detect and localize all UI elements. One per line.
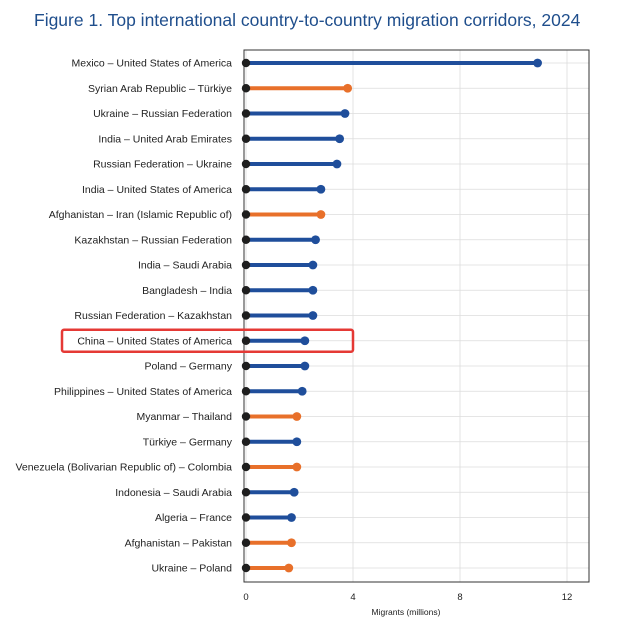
corridor-start-dot xyxy=(241,84,251,93)
x-tick-label: 8 xyxy=(457,592,462,603)
corridor-start-dot xyxy=(241,437,251,446)
category-labels: Mexico – United States of America Syrian … xyxy=(15,58,232,575)
corridor-start-dot xyxy=(241,159,251,169)
corridor-start-dot xyxy=(241,361,251,371)
corridor-start-dot xyxy=(241,488,251,497)
corridor-end-dot xyxy=(311,235,320,245)
corridor-end-dot xyxy=(308,260,318,270)
corridor-start-dot xyxy=(241,235,251,244)
corridor-end-dot xyxy=(284,563,294,573)
corridor-end-dot xyxy=(316,184,326,194)
corridor-start-dot xyxy=(241,387,251,396)
corridor-start-dot xyxy=(241,513,251,522)
corridor-label: Afghanistan – Iran (Islamic Republic of) xyxy=(49,209,232,221)
corridor-end-dot xyxy=(287,513,296,522)
corridor-end-dot xyxy=(292,412,302,421)
corridor-end-dot xyxy=(343,83,353,93)
x-axis-label: Migrants (millions) xyxy=(372,607,441,617)
corridor-label: Syrian Arab Republic – Türkiye xyxy=(88,83,232,95)
corridor-end-dot xyxy=(297,386,307,396)
corridor-label: Indonesia – Saudi Arabia xyxy=(115,487,232,499)
x-tick-label: 12 xyxy=(562,592,573,603)
corridor-start-dot xyxy=(241,134,251,143)
corridor-label: Myanmar – Thailand xyxy=(136,411,232,423)
corridor-label: Kazakhstan – Russian Federation xyxy=(74,234,232,246)
corridor-start-dot xyxy=(241,563,251,573)
corridor-start-dot xyxy=(241,412,251,421)
corridor-start-dot xyxy=(241,538,251,547)
corridor-end-dot xyxy=(292,437,302,447)
x-tick-label: 4 xyxy=(350,592,355,603)
corridor-label: Philippines – United States of America xyxy=(54,386,232,398)
corridor-start-dot xyxy=(241,462,251,472)
corridor-label: Ukraine – Poland xyxy=(151,563,232,575)
corridor-label: Mexico – United States of America xyxy=(72,58,233,70)
corridor-end-dot xyxy=(292,462,302,472)
corridor-label: China – United States of America xyxy=(77,335,232,347)
corridor-label: India – United Arab Emirates xyxy=(98,133,232,145)
corridor-end-dot xyxy=(316,210,326,219)
x-tick-labels: 0 4 8 12 xyxy=(243,592,572,603)
corridor-start-dot xyxy=(241,336,251,345)
corridor-start-dot xyxy=(241,311,251,320)
corridor-end-dot xyxy=(533,58,542,68)
corridor-label: Algeria – France xyxy=(155,512,232,524)
corridor-start-dot xyxy=(241,58,251,68)
corridor-end-dot xyxy=(335,134,345,144)
corridor-end-dot xyxy=(300,361,310,371)
corridor-label: India – United States of America xyxy=(82,184,232,196)
corridor-label: Türkiye – Germany xyxy=(143,436,233,448)
corridor-end-dot xyxy=(289,487,299,497)
corridor-end-dot xyxy=(340,109,350,118)
corridor-label: Russian Federation – Ukraine xyxy=(93,159,232,171)
corridor-start-dot xyxy=(241,210,251,219)
chart-title: Figure 1. Top international country-to-c… xyxy=(34,10,581,30)
corridor-label: Afghanistan – Pakistan xyxy=(125,537,233,549)
corridor-label: Venezuela (Bolivarian Republic of) – Col… xyxy=(15,462,232,474)
x-tick-label: 0 xyxy=(243,592,248,603)
corridor-start-dot xyxy=(241,286,251,295)
corridor-end-dot xyxy=(308,311,318,320)
corridor-end-dot xyxy=(332,159,342,169)
corridor-start-dot xyxy=(241,109,251,118)
corridor-label: India – Saudi Arabia xyxy=(138,260,232,272)
corridor-end-dot xyxy=(300,336,310,346)
corridor-label: Russian Federation – Kazakhstan xyxy=(74,310,232,322)
highlight-box xyxy=(60,328,355,353)
corridor-start-dot xyxy=(241,185,251,194)
data-marks xyxy=(241,58,542,573)
corridor-label: Bangladesh – India xyxy=(142,285,232,297)
corridor-end-dot xyxy=(308,285,318,295)
corridor-end-dot xyxy=(287,538,296,548)
corridor-label: Ukraine – Russian Federation xyxy=(93,108,232,120)
corridor-label: Poland – Germany xyxy=(144,361,232,373)
corridor-start-dot xyxy=(241,260,251,270)
